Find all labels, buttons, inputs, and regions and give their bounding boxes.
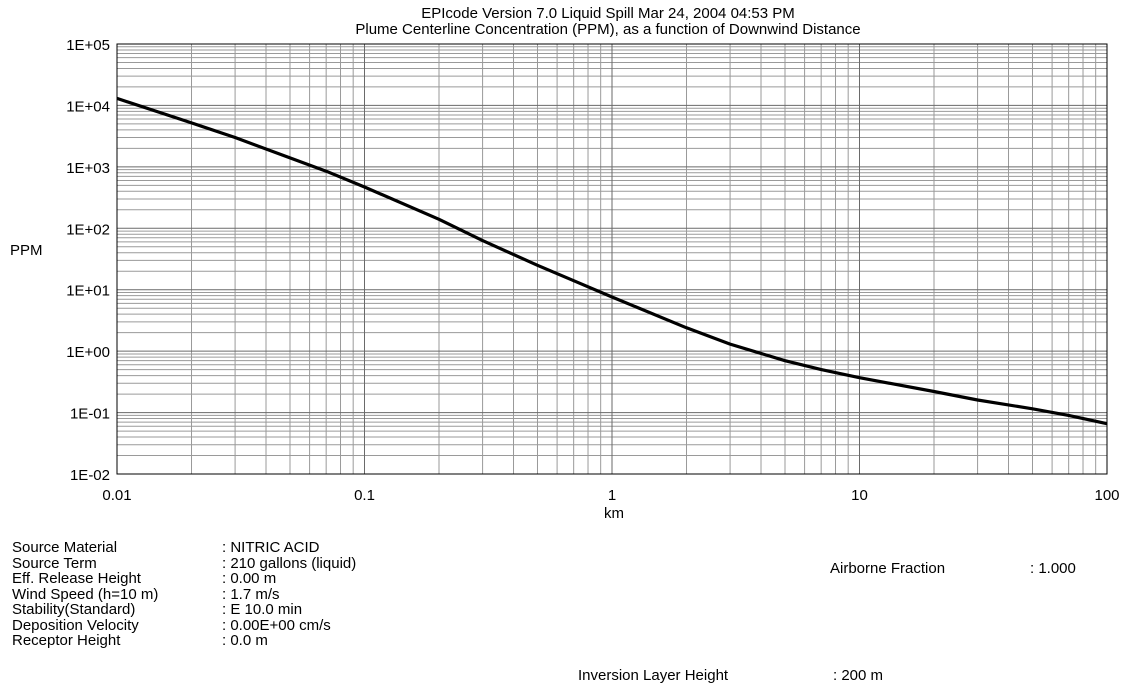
parameter-label: Stability(Standard) (12, 601, 136, 618)
parameter-label: Deposition Velocity (12, 616, 139, 634)
y-tick-label: 1E+00 (66, 344, 110, 361)
y-axis-label: PPM (10, 242, 43, 259)
concentration-series-line (116, 96, 1108, 426)
y-tick-label: 1E-02 (70, 467, 110, 484)
airborne-fraction-value: : 1.000 (1030, 560, 1076, 577)
x-tick-label: 10 (851, 487, 868, 504)
y-tick-label: 1E-01 (70, 406, 110, 423)
y-tick-label: 1E+04 (66, 98, 110, 115)
concentration-chart: EPIcode Version 7.0 Liquid Spill Mar 24,… (10, 5, 1120, 522)
plot-frame (116, 43, 1108, 475)
parameter-label: Source Term (12, 554, 97, 572)
inversion-layer-value: : 200 m (833, 667, 884, 684)
x-axis-label: km (604, 505, 624, 522)
y-tick-labels: 1E+05 1E+04 1E+03 1E+02 1E+01 1E+00 1E-01 1E-02 (66, 37, 110, 484)
parameter-label: Receptor Height (12, 632, 121, 649)
x-tick-label: 0.01 (102, 487, 131, 504)
y-tick-label: 1E+01 (66, 283, 110, 300)
parameter-value: : 0.00 m (222, 570, 277, 587)
chart-subtitle: Plume Centerline Concentration (PPM), as… (355, 21, 860, 38)
x-tick-label: 100 (1094, 487, 1119, 504)
chart-title: EPIcode Version 7.0 Liquid Spill Mar 24,… (421, 5, 795, 22)
parameter-value: : E 10.0 min (222, 601, 303, 618)
parameter-value: : 210 gallons (liquid) (222, 554, 357, 572)
y-tick-label: 1E+03 (66, 160, 110, 177)
x-tick-label: 0.1 (354, 487, 375, 504)
parameter-value: : NITRIC ACID (222, 539, 320, 556)
x-tick-label: 1 (608, 487, 616, 504)
parameter-value: : 0.00E+00 cm/s (222, 616, 331, 634)
parameter-value: : 0.0 m (222, 632, 268, 649)
y-tick-label: 1E+02 (66, 221, 110, 238)
inversion-layer-label: Inversion Layer Height (578, 667, 729, 684)
x-tick-labels: 0.01 0.1 1 10 100 (102, 487, 1119, 504)
parameter-label: Wind Speed (h=10 m) (12, 585, 159, 603)
y-tick-label: 1E+05 (66, 37, 110, 54)
parameter-label: Eff. Release Height (12, 570, 141, 587)
parameter-label: Source Material (12, 539, 118, 556)
airborne-fraction-label: Airborne Fraction (830, 560, 946, 577)
parameter-value: : 1.7 m/s (222, 585, 280, 603)
